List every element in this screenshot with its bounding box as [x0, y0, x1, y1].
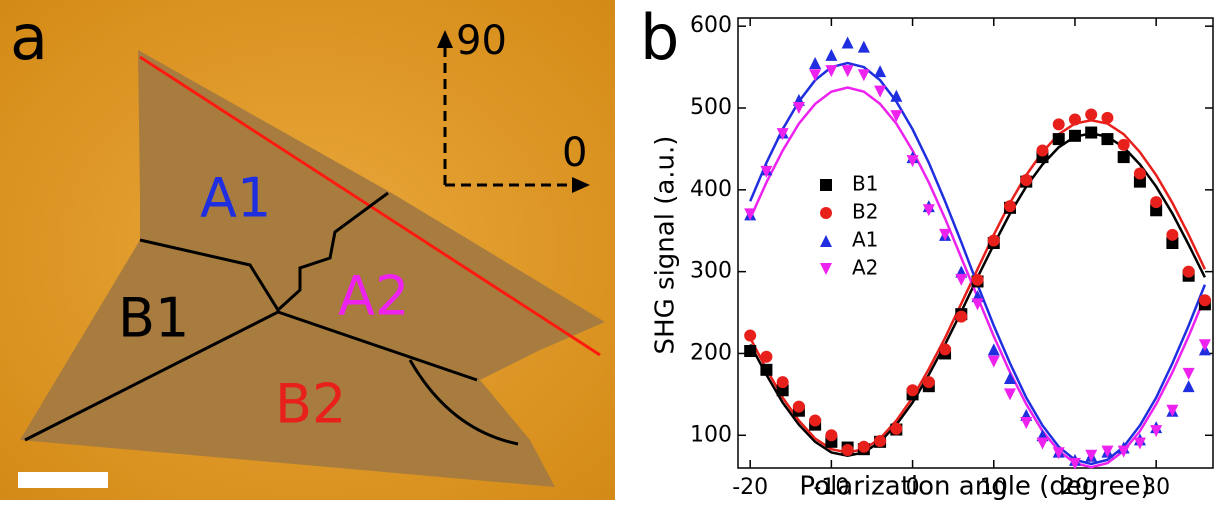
point [744, 345, 756, 357]
point [988, 356, 1000, 368]
panel-label: a [10, 1, 48, 74]
point [858, 41, 870, 53]
scale-bar [18, 472, 108, 488]
point [1053, 133, 1065, 145]
legend-marker [820, 235, 832, 247]
point [858, 441, 870, 453]
region-label: A1 [200, 167, 271, 230]
point [923, 376, 935, 388]
point [777, 376, 789, 388]
fit-curve [750, 63, 1205, 464]
panel-label: b [640, 1, 679, 74]
point [1053, 118, 1065, 130]
point [907, 384, 919, 396]
legend-marker [820, 263, 832, 275]
y-tick-label: 400 [690, 177, 732, 202]
point [1199, 339, 1211, 351]
region-label: B2 [275, 373, 346, 436]
point [1183, 266, 1195, 278]
point [874, 435, 886, 447]
point [1183, 380, 1195, 392]
legend-label: B2 [852, 200, 878, 224]
direction-label: 90 [456, 18, 507, 64]
point [874, 65, 886, 77]
x-tick-label: -20 [732, 475, 768, 500]
x-tick-label: 10 [980, 475, 1008, 500]
point [1036, 437, 1048, 449]
x-axis-title: Polarization angle (degree) [799, 472, 1150, 502]
legend-label: A1 [852, 228, 878, 252]
point [858, 69, 870, 81]
point [1166, 229, 1178, 241]
y-tick-label: 200 [690, 340, 732, 365]
point [1101, 112, 1113, 124]
y-tick-label: 100 [690, 422, 732, 447]
point [842, 444, 854, 456]
point [842, 65, 854, 77]
point [809, 415, 821, 427]
point [1199, 294, 1211, 306]
x-tick-label: 0 [906, 475, 920, 500]
point [988, 235, 1000, 247]
point [1134, 167, 1146, 179]
point [1183, 368, 1195, 380]
point [825, 49, 837, 61]
legend-marker [820, 179, 832, 191]
point [1118, 151, 1130, 163]
y-tick-label: 300 [690, 259, 732, 284]
y-tick-label: 600 [690, 13, 732, 38]
legend-label: A2 [852, 256, 878, 280]
direction-label: 0 [562, 130, 587, 176]
point [874, 86, 886, 98]
point [955, 274, 967, 286]
region-label: B1 [118, 287, 189, 350]
plot-frame [738, 18, 1213, 468]
point [1036, 145, 1048, 157]
y-tick-label: 500 [690, 95, 732, 120]
legend-label: B1 [852, 172, 878, 196]
point [1085, 109, 1097, 121]
micrograph: a 90 0 A1 A2 B1 B2 [0, 0, 615, 500]
point [1004, 388, 1016, 400]
x-tick-label: -10 [813, 475, 849, 500]
point [1150, 196, 1162, 208]
point [760, 364, 772, 376]
page: a 90 0 A1 A2 B1 B2 b Polarization angle … [0, 0, 1225, 506]
point [1101, 133, 1113, 145]
point [955, 311, 967, 323]
point [1069, 113, 1081, 125]
x-tick-label: 30 [1142, 475, 1170, 500]
point [744, 329, 756, 341]
point [1020, 174, 1032, 186]
legend-marker [820, 207, 832, 219]
point [1004, 200, 1016, 212]
y-axis-title: SHG signal (a.u.) [651, 136, 681, 355]
point [890, 423, 902, 435]
point [972, 274, 984, 286]
point [939, 343, 951, 355]
point [809, 57, 821, 69]
point [1020, 417, 1032, 429]
point [793, 401, 805, 413]
point [760, 351, 772, 363]
point [1069, 130, 1081, 142]
point [1085, 127, 1097, 139]
region-label: A2 [338, 265, 409, 328]
point [842, 37, 854, 49]
point [825, 429, 837, 441]
chart: b Polarization angle (degree) SHG signal… [640, 1, 1213, 501]
x-tick-label: 20 [1061, 475, 1089, 500]
figure: a 90 0 A1 A2 B1 B2 b Polarization angle … [0, 0, 1225, 502]
point [1118, 139, 1130, 151]
